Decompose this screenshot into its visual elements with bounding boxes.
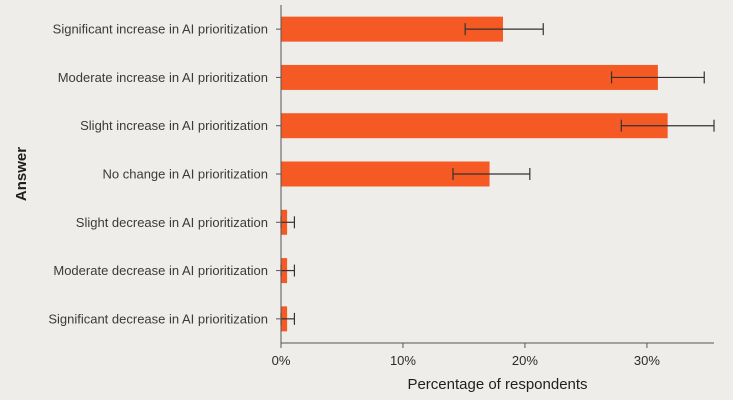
error-bar xyxy=(620,119,715,132)
x-axis-title: Percentage of respondents xyxy=(407,376,587,393)
error-bar xyxy=(610,71,705,84)
category-label: Slight decrease in AI prioritization xyxy=(76,215,268,230)
x-tick-label: 10% xyxy=(390,353,416,368)
x-ticks-group: 0% 10% 20% 30% xyxy=(272,343,660,368)
error-bar xyxy=(452,168,531,180)
category-label: Moderate decrease in AI prioritization xyxy=(53,263,268,278)
bar xyxy=(281,113,668,139)
y-axis-title: Answer xyxy=(13,147,30,201)
x-tick-label: 30% xyxy=(634,353,660,368)
x-tick-label: 0% xyxy=(272,353,291,368)
category-label: No change in AI prioritization xyxy=(103,167,268,182)
x-tick-label: 20% xyxy=(512,353,538,368)
category-label: Moderate increase in AI prioritization xyxy=(58,70,268,85)
error-bar xyxy=(464,23,544,36)
error-bars-group xyxy=(280,23,715,325)
bar xyxy=(281,64,658,90)
category-label: Significant increase in AI prioritizatio… xyxy=(53,22,268,37)
category-label: Significant decrease in AI prioritizatio… xyxy=(48,311,268,326)
category-label: Slight increase in AI prioritization xyxy=(80,118,268,133)
category-labels-group: Significant increase in AI prioritizatio… xyxy=(48,22,281,326)
